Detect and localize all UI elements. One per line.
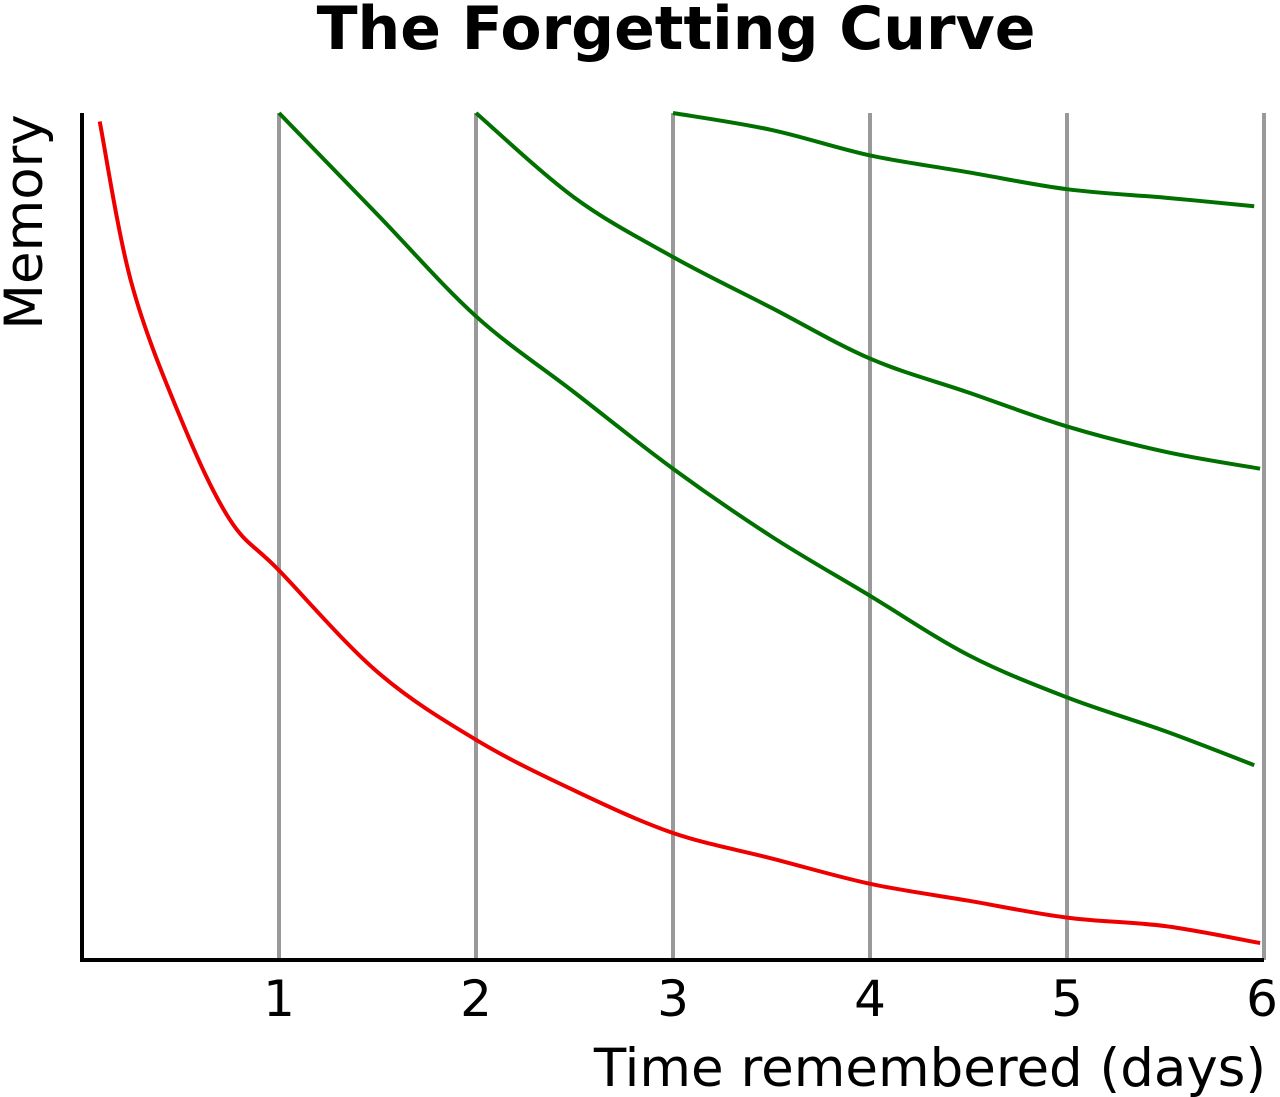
series-line-review-3 bbox=[672, 111, 1255, 209]
x-axis-label: Time remembered (days) bbox=[593, 1038, 1266, 1097]
x-tick-label-2: 2 bbox=[460, 970, 492, 1028]
x-tick-label-1: 1 bbox=[263, 970, 295, 1028]
series-line-initial bbox=[97, 121, 1261, 946]
chart-title: The Forgetting Curve bbox=[317, 0, 1036, 64]
axis-layer bbox=[80, 113, 1264, 962]
series-layer bbox=[97, 111, 1261, 946]
series-line-review-1 bbox=[277, 111, 1255, 768]
x-tick-label-6: 6 bbox=[1246, 970, 1278, 1028]
grid-layer bbox=[277, 113, 1266, 960]
series-line-review-2 bbox=[474, 111, 1261, 471]
x-tick-label-4: 4 bbox=[854, 970, 886, 1028]
tick-labels: 1 2 3 4 5 6 bbox=[263, 970, 1278, 1028]
x-tick-label-5: 5 bbox=[1051, 970, 1083, 1028]
y-axis-label: Memory bbox=[0, 114, 55, 330]
x-tick-label-3: 3 bbox=[657, 970, 689, 1028]
